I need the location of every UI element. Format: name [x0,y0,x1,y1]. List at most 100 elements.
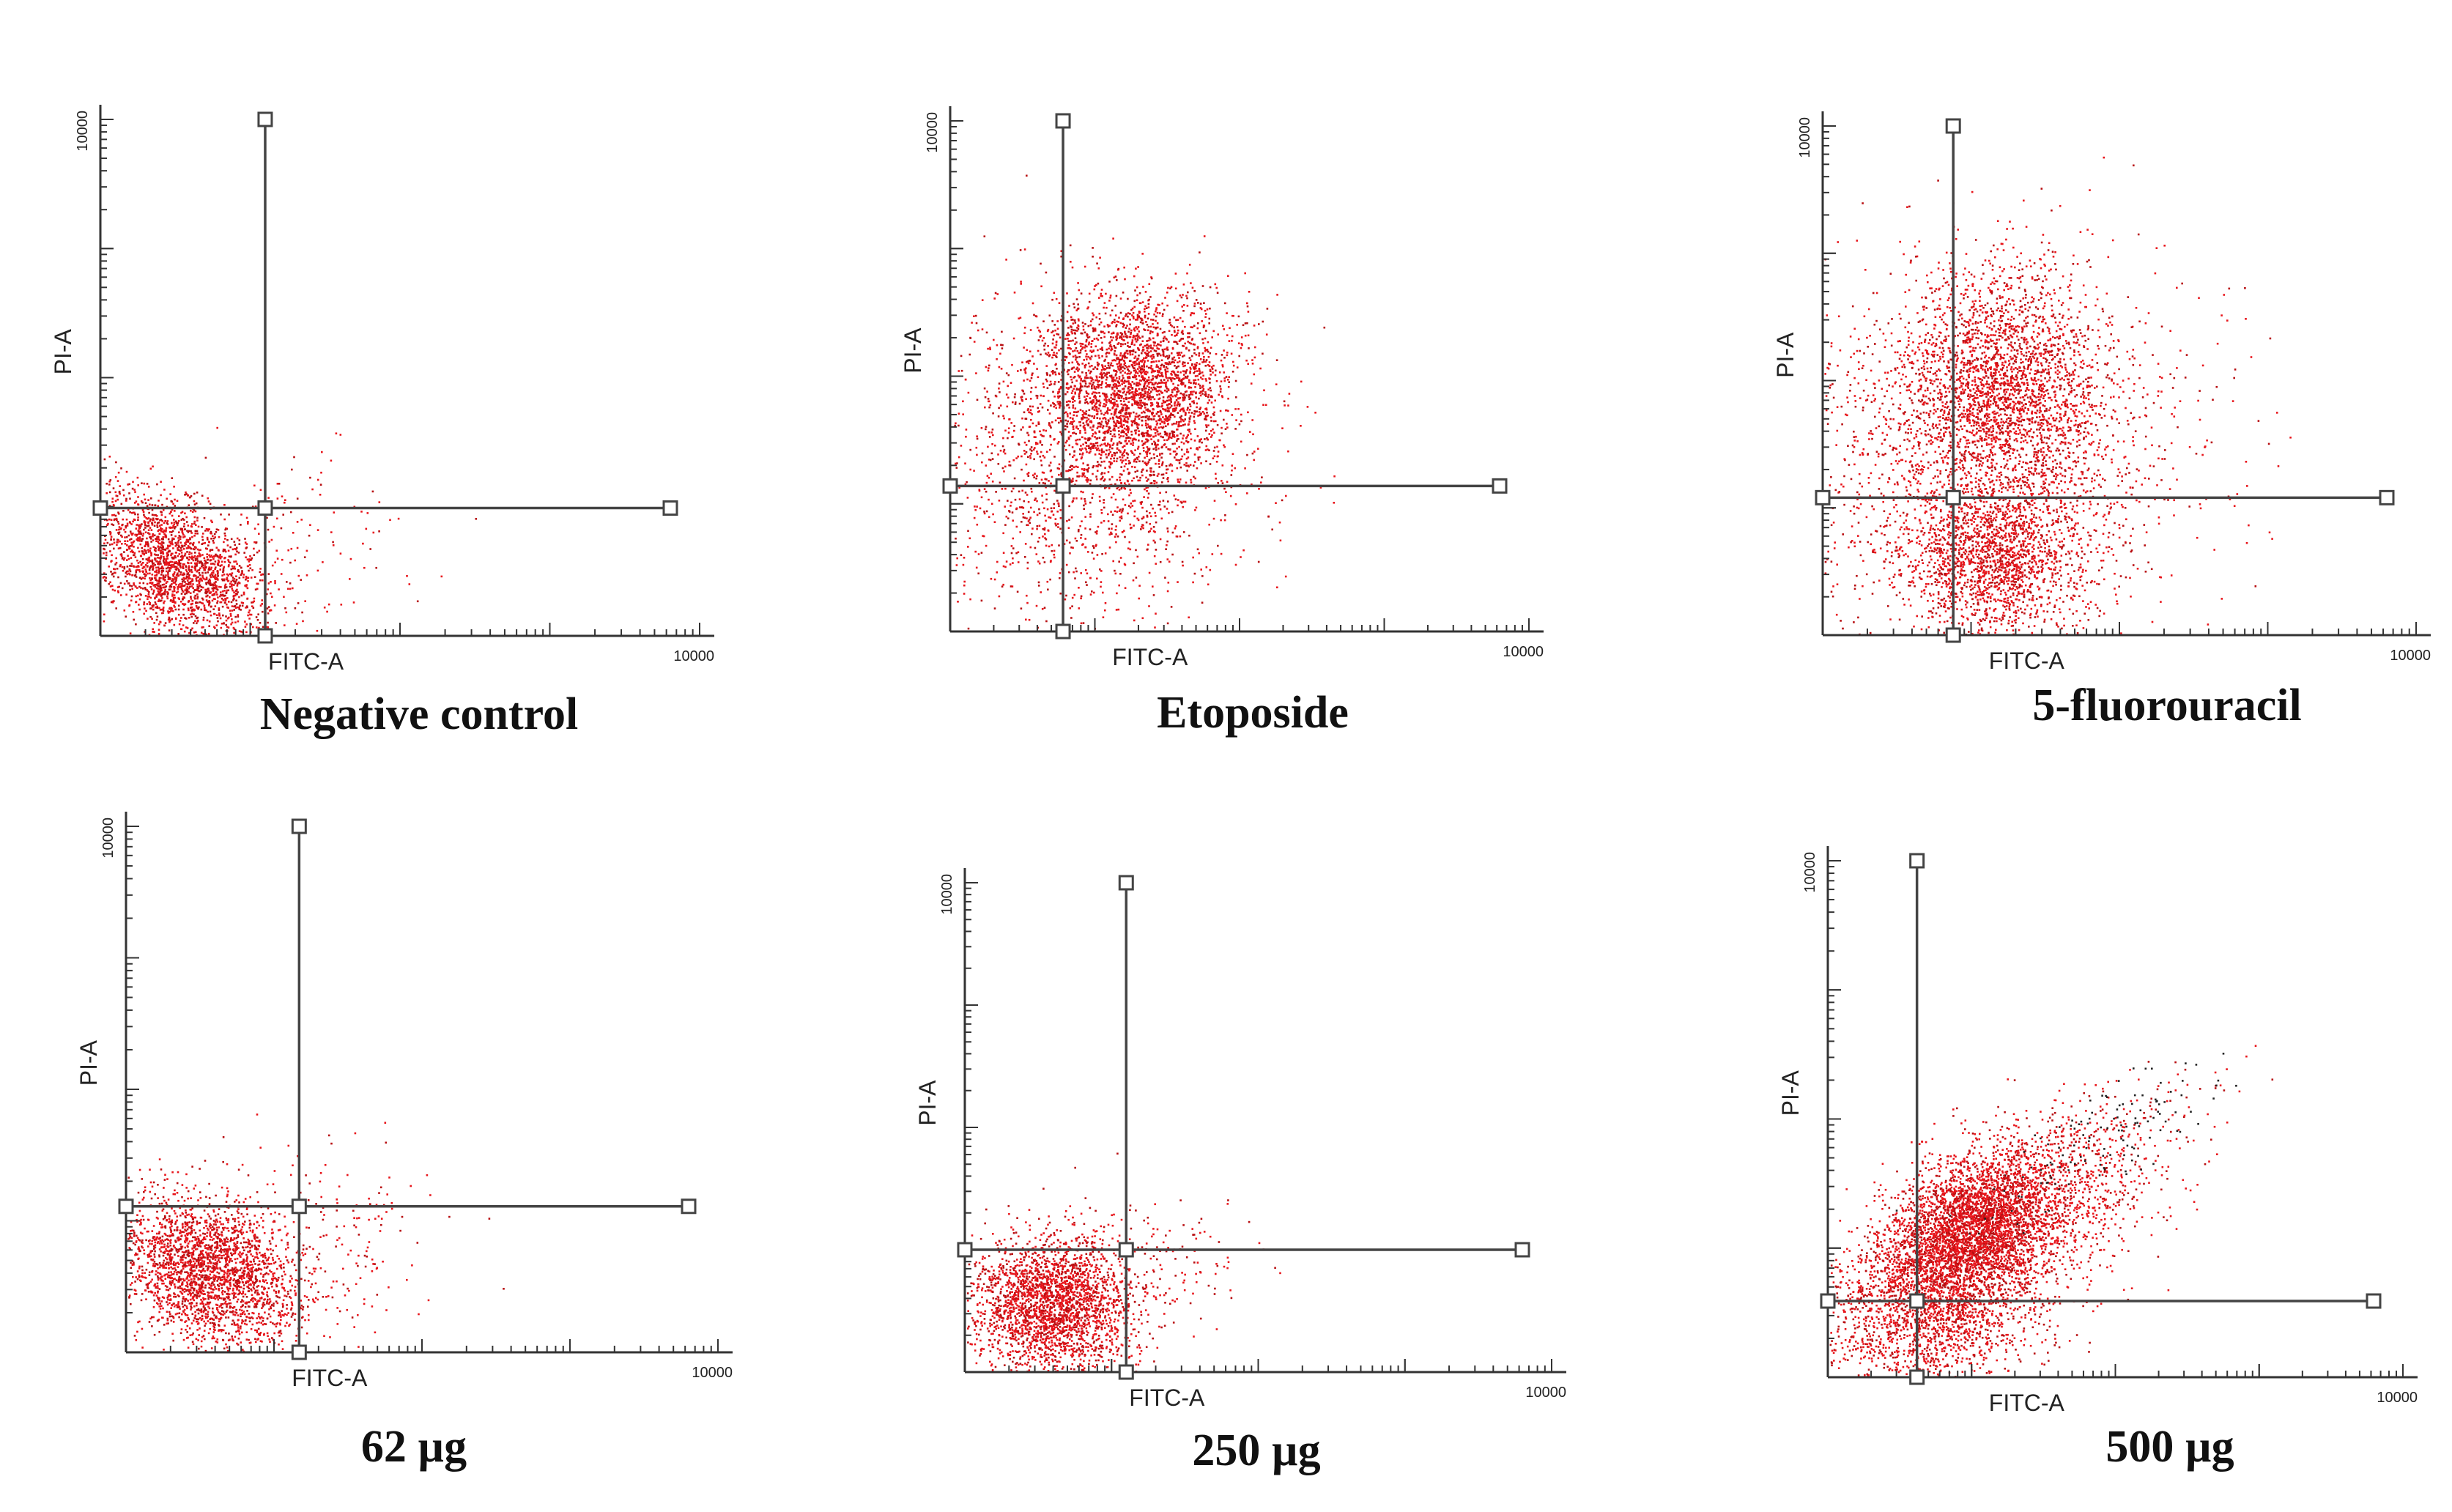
event-point [1134,458,1136,461]
event-point [1082,325,1085,327]
event-point [1164,370,1167,373]
event-point [1188,336,1190,338]
event-point [1151,382,1154,385]
event-point [1037,349,1040,352]
event-point [193,631,196,634]
event-point [132,611,135,613]
event-point [118,526,121,528]
event-point [1147,382,1150,385]
event-point [121,543,123,545]
event-point [108,456,111,458]
event-point [223,573,226,576]
event-point [1204,393,1206,396]
event-point [1127,383,1130,385]
event-point [1185,294,1188,297]
event-point [223,566,226,568]
event-point [218,607,221,609]
event-point [196,597,199,600]
event-point [131,588,133,590]
event-point [1029,390,1032,393]
event-point [1091,435,1094,437]
event-point [1074,355,1077,357]
event-point [138,525,141,527]
event-point [1214,283,1217,286]
event-point [1156,347,1159,349]
event-point [281,495,284,497]
event-point [1054,404,1056,407]
event-point [1182,399,1185,401]
event-point [1128,360,1131,363]
event-point [1116,420,1119,423]
event-point [172,563,175,566]
event-point [127,557,130,560]
event-point [1149,325,1152,328]
event-point [1163,364,1165,367]
event-point [120,534,122,537]
event-point [1144,390,1147,393]
event-point [1114,374,1117,377]
event-point [164,562,167,564]
event-point [1084,382,1087,385]
gate-handle[interactable] [257,111,273,127]
quadrant-gate[interactable] [92,111,678,644]
event-point [198,568,201,571]
event-point [1103,302,1106,304]
event-point [1082,491,1084,494]
gate-handle[interactable] [257,500,273,516]
gate-handle[interactable] [662,500,678,516]
event-point [1071,390,1074,392]
event-point [179,555,182,558]
event-point [1073,431,1075,434]
event-point [1131,363,1134,366]
event-point [1081,322,1084,324]
event-point [209,610,212,613]
event-point [199,560,201,563]
event-point [184,577,186,580]
event-point [201,538,204,541]
event-point [1158,459,1160,462]
event-point [195,605,198,607]
event-point [162,576,165,578]
event-point [175,618,177,620]
event-point [1182,310,1185,312]
event-point [209,582,212,584]
event-point [204,566,207,569]
event-point [1108,281,1111,283]
event-point [146,566,149,568]
gate-handle[interactable] [92,500,108,516]
event-point [137,594,139,597]
event-point [192,559,195,562]
event-point [212,587,215,589]
event-point [158,592,160,595]
event-point [1108,465,1111,468]
event-point [1161,331,1164,334]
event-point [103,547,105,550]
event-point [1122,470,1125,472]
event-point [174,580,177,582]
event-point [1080,377,1083,380]
event-point [1105,410,1108,412]
event-point [1120,424,1123,426]
event-point [1156,422,1159,425]
event-point [1194,428,1196,430]
event-point [1111,401,1113,404]
event-point [1171,371,1173,373]
event-point [1098,391,1100,394]
event-point [138,570,141,573]
event-point [143,612,145,615]
event-point [352,601,355,604]
event-point [224,528,226,531]
event-point [1224,514,1226,516]
event-point [201,597,204,600]
event-point [1199,372,1201,374]
event-point [1071,367,1074,369]
event-point [226,597,229,599]
event-point [1093,415,1096,418]
gate-handle[interactable] [257,628,273,644]
event-point [158,533,160,535]
event-point [1171,361,1174,363]
event-point [268,541,270,543]
event-point [171,563,173,566]
event-point [240,566,242,569]
event-point [184,528,186,530]
